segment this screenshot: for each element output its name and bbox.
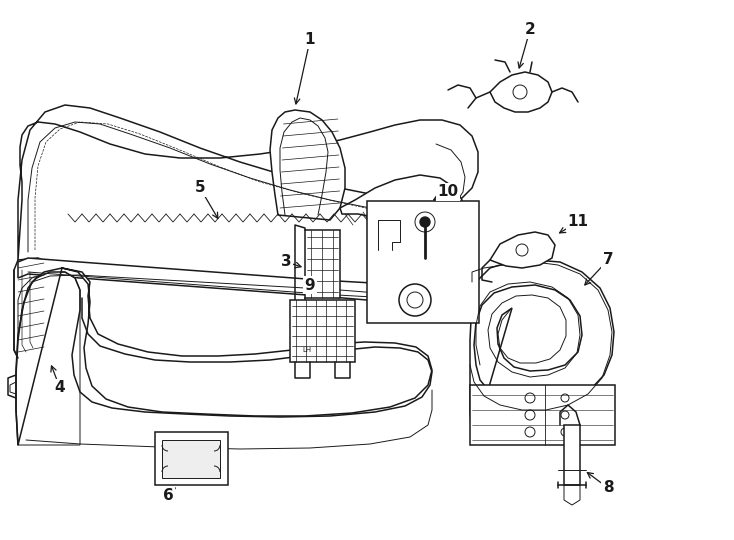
Polygon shape bbox=[290, 300, 355, 362]
Text: 6: 6 bbox=[163, 488, 173, 503]
Text: 1: 1 bbox=[305, 32, 315, 48]
Text: 8: 8 bbox=[603, 481, 614, 496]
Polygon shape bbox=[162, 440, 220, 478]
Polygon shape bbox=[270, 110, 345, 220]
Text: 2: 2 bbox=[525, 23, 535, 37]
Text: 10: 10 bbox=[437, 185, 459, 199]
Text: 5: 5 bbox=[195, 180, 206, 195]
Polygon shape bbox=[470, 260, 614, 445]
Polygon shape bbox=[470, 385, 615, 445]
Text: 9: 9 bbox=[305, 278, 316, 293]
Polygon shape bbox=[18, 105, 478, 260]
Polygon shape bbox=[16, 268, 432, 445]
Text: 11: 11 bbox=[567, 214, 589, 230]
Polygon shape bbox=[305, 230, 340, 298]
Polygon shape bbox=[490, 232, 555, 268]
Text: 4: 4 bbox=[55, 381, 65, 395]
Polygon shape bbox=[18, 258, 452, 305]
FancyBboxPatch shape bbox=[367, 201, 479, 323]
Polygon shape bbox=[155, 432, 228, 485]
Text: 7: 7 bbox=[603, 253, 614, 267]
Text: LH: LH bbox=[302, 347, 311, 353]
Polygon shape bbox=[490, 72, 552, 112]
Text: 3: 3 bbox=[280, 254, 291, 269]
Polygon shape bbox=[18, 272, 80, 445]
Polygon shape bbox=[340, 175, 462, 228]
Polygon shape bbox=[564, 425, 580, 485]
Polygon shape bbox=[14, 258, 48, 362]
Circle shape bbox=[420, 217, 430, 227]
